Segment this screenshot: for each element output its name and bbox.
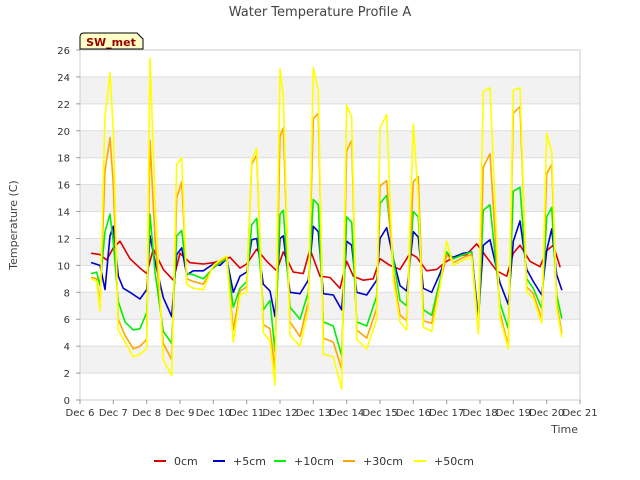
x-tick-label: Dec 16 [396, 408, 431, 419]
y-tick-label: 4 [64, 342, 70, 353]
legend-label: +30cm [363, 455, 403, 468]
x-tick-label: Dec 15 [362, 408, 397, 419]
legend-label: +10cm [294, 455, 334, 468]
series-line-5cm [90, 220, 563, 321]
station-badge: SW_met [79, 32, 144, 50]
y-tick-label: 26 [57, 46, 70, 57]
x-tick-label: Dec 7 [99, 408, 128, 419]
y-tick-label: 12 [57, 234, 70, 245]
x-axis-label: Time [550, 423, 578, 436]
x-tick-label: Dec 11 [229, 408, 264, 419]
y-tick-label: 8 [64, 288, 70, 299]
x-tick-label: Dec 9 [166, 408, 195, 419]
y-tick-label: 14 [57, 208, 70, 219]
y-tick-label: 24 [57, 73, 70, 84]
x-tick-label: Dec 6 [66, 408, 95, 419]
y-tick-label: 6 [64, 315, 70, 326]
series-line-50cm [90, 57, 563, 391]
x-tick-label: Dec 14 [329, 408, 364, 419]
legend: 0cm +5cm +10cm +30cm +50cm [154, 455, 474, 468]
legend-label: 0cm [174, 455, 198, 468]
x-tick-label: Dec 13 [296, 408, 331, 419]
x-tick-label: Dec 21 [562, 408, 597, 419]
legend-label: +50cm [434, 455, 474, 468]
series-line-10cm [90, 186, 563, 357]
station-badge-shape [79, 32, 144, 50]
plot-frame [79, 49, 581, 401]
grid-band [80, 130, 580, 158]
y-tick-label: 22 [57, 100, 70, 111]
y-axis-label: Temperature (C) [7, 180, 20, 270]
series-line-30cm [90, 105, 563, 370]
x-tick-label: Dec 12 [262, 408, 297, 419]
legend-label: +5cm [233, 455, 266, 468]
x-tick-label: Dec 8 [132, 408, 161, 419]
x-tick-label: Dec 18 [462, 408, 497, 419]
series-lines [90, 57, 563, 391]
y-tick-label: 16 [57, 181, 70, 192]
y-tick-label: 10 [57, 261, 70, 272]
grid-band [80, 184, 580, 212]
chart-title: Water Temperature Profile A [229, 5, 412, 20]
grid-band [80, 76, 580, 104]
station-badge-label: SW_met [86, 36, 136, 49]
y-tick-label: 0 [64, 396, 70, 407]
y-tick-label: 20 [57, 127, 70, 138]
x-tick-label: Dec 20 [529, 408, 564, 419]
series-line-0cm [90, 240, 561, 290]
grid-band [80, 346, 580, 374]
y-tick-label: 2 [64, 369, 70, 380]
x-tick-label: Dec 17 [429, 408, 464, 419]
x-tick-label: Dec 10 [196, 408, 231, 419]
x-tick-label: Dec 19 [496, 408, 531, 419]
y-tick-label: 18 [57, 154, 70, 165]
